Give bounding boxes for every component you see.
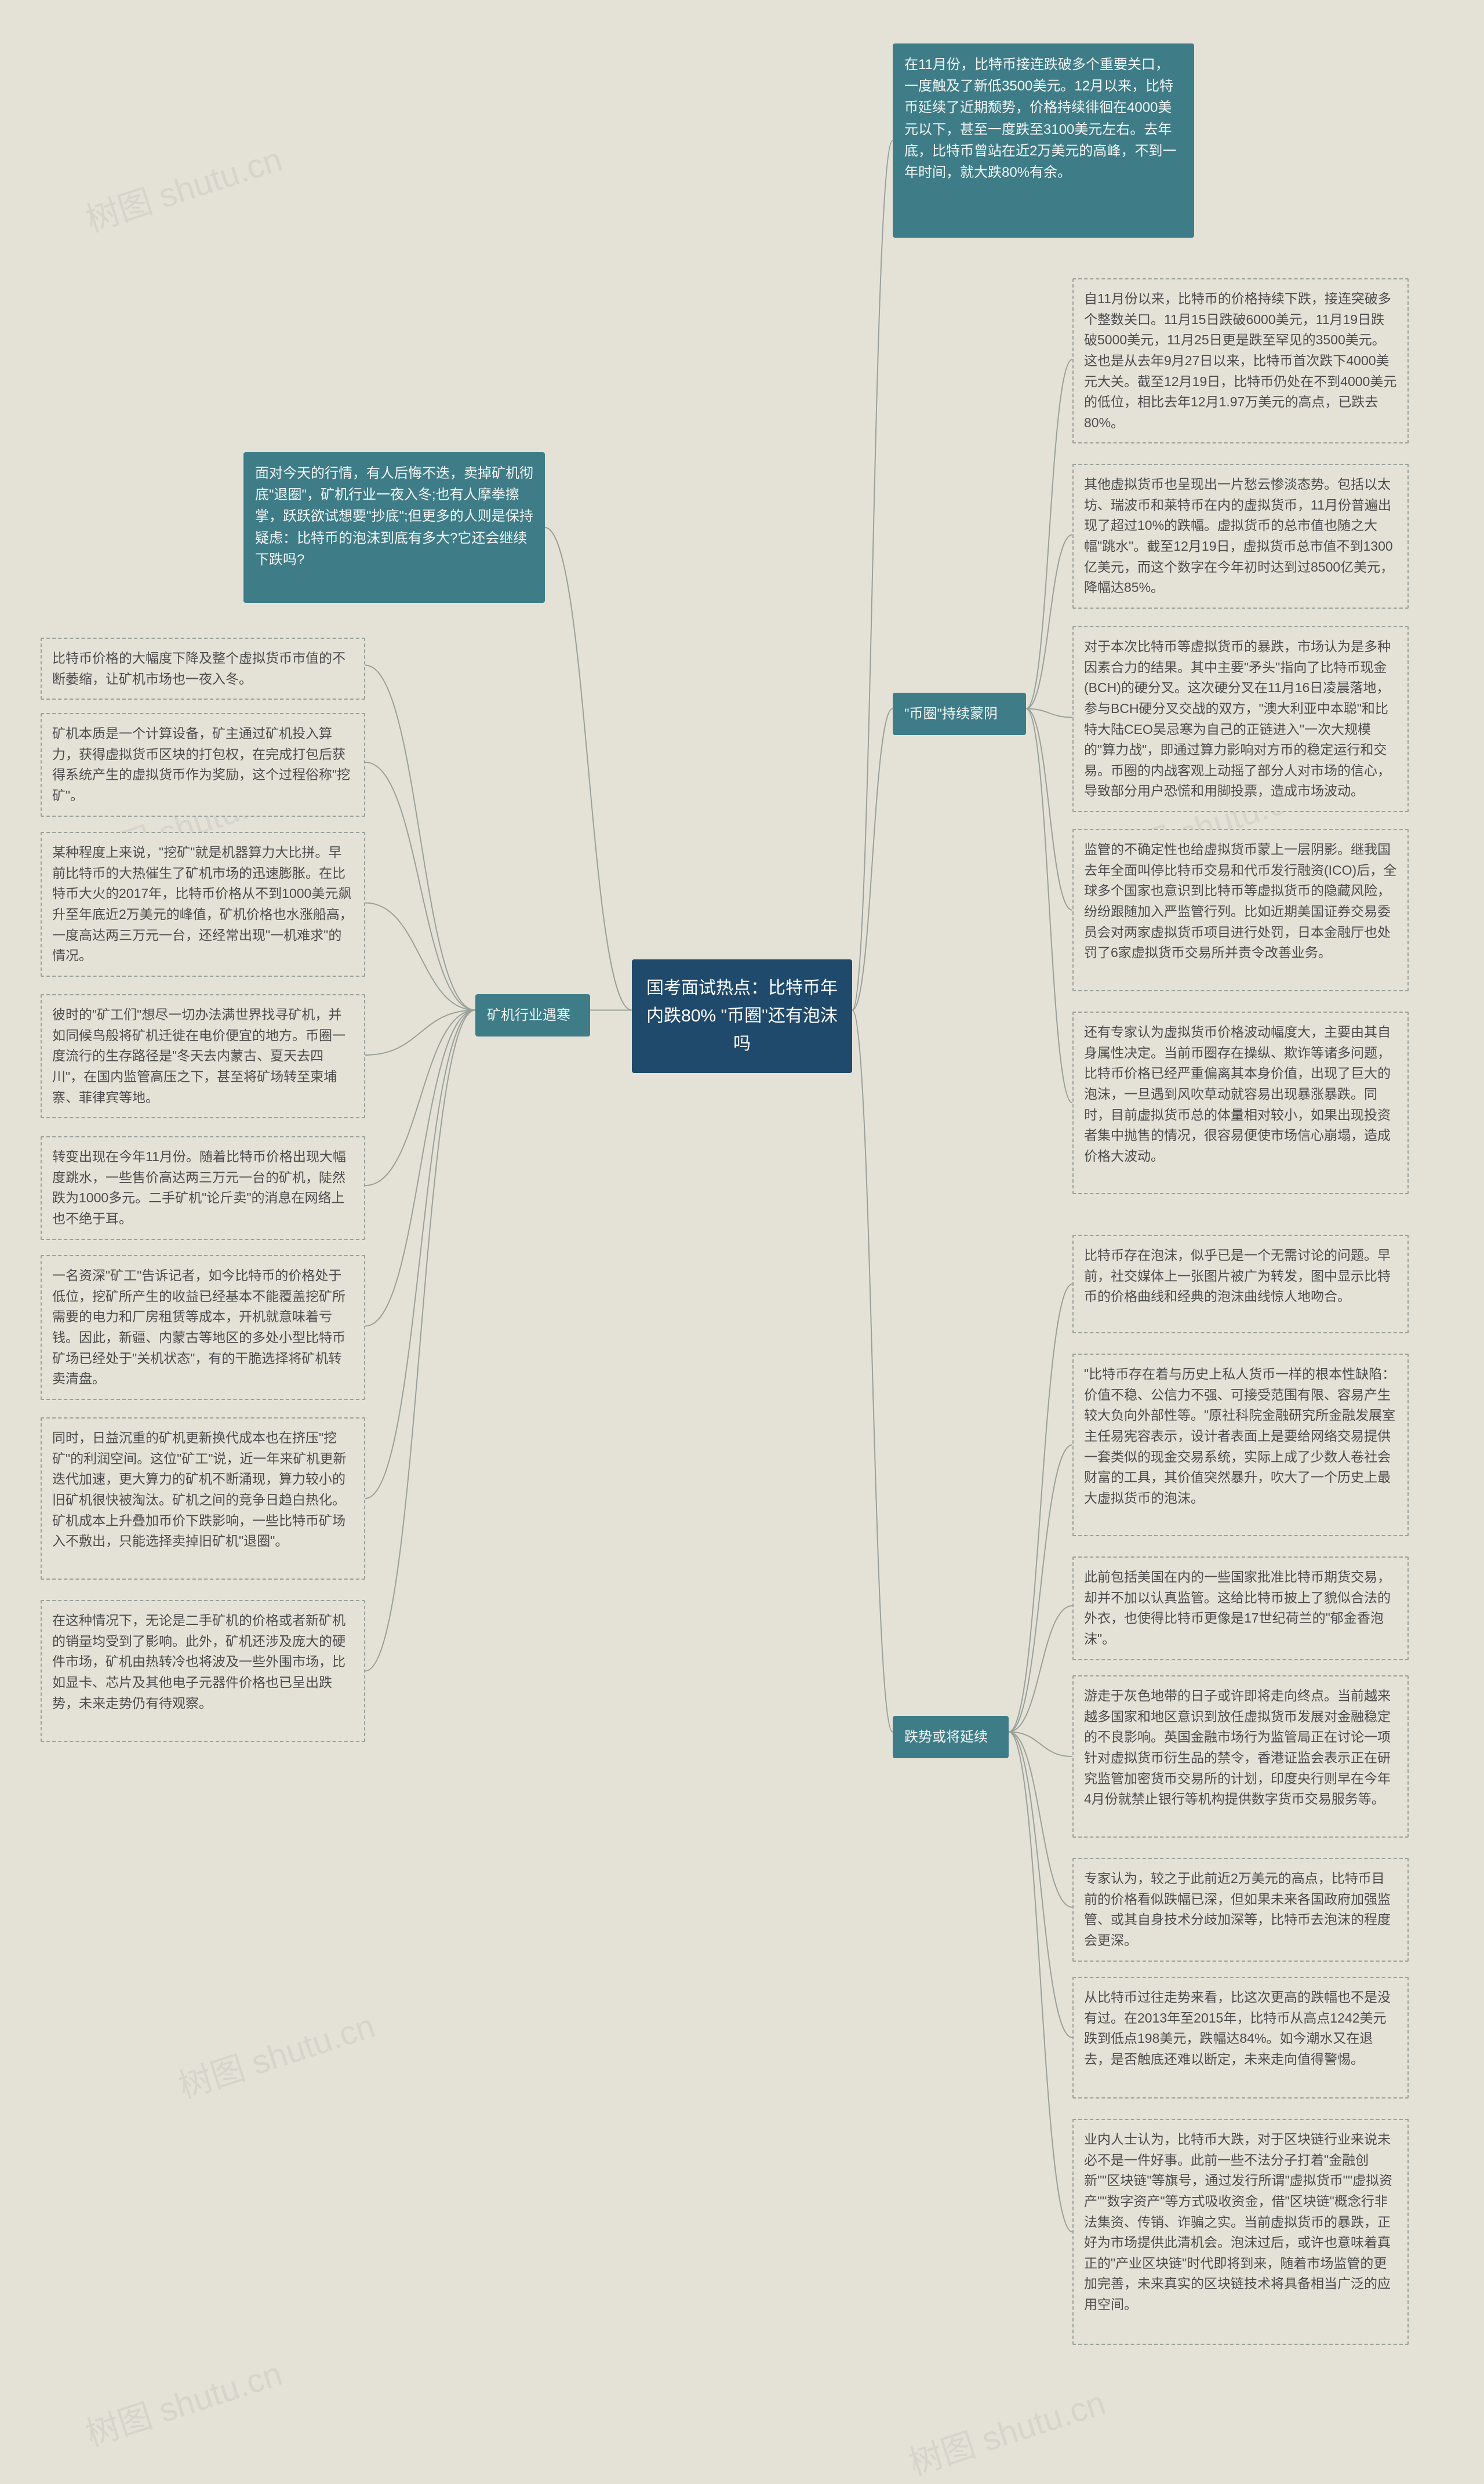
left-leaf-6: 同时，日益沉重的矿机更新换代成本也在挤压"挖矿"的利润空间。这位"矿工"说，近一… [41,1417,365,1580]
right-c1-leaf-2: 对于本次比特币等虚拟货币的暴跌，市场认为是多种因素合力的结果。其中主要"矛头"指… [1072,626,1409,812]
watermark: 树图 shutu.cn [902,2376,1111,2484]
right-c2-leaf-6: 业内人士认为，比特币大跌，对于区块链行业来说未必不是一件好事。此前一些不法分子打… [1072,2119,1409,2345]
left-leaf-0: 比特币价格的大幅度下降及整个虚拟货币市值的不断萎缩，让矿机市场也一夜入冬。 [41,638,365,700]
right-category-2-node: 跌势或将延续 [893,1716,1009,1758]
left-intro-text: 面对今天的行情，有人后悔不迭，卖掉矿机彻底"退圈"，矿机行业一夜入冬;也有人摩拳… [255,465,533,568]
right-c1-leaf-1: 其他虚拟货币也呈现出一片愁云惨淡态势。包括以太坊、瑞波币和莱特币在内的虚拟货币，… [1072,464,1409,609]
root-node: 国考面试热点：比特币年内跌80% "币圈"还有泡沫吗 [632,959,852,1073]
left-intro-node: 面对今天的行情，有人后悔不迭，卖掉矿机彻底"退圈"，矿机行业一夜入冬;也有人摩拳… [243,452,545,603]
right-c2-leaf-5: 从比特币过往走势来看，比这次更高的跌幅也不是没有过。在2013年至2015年，比… [1072,1977,1409,2099]
right-c1-leaf-3: 监管的不确定性也给虚拟货币蒙上一层阴影。继我国去年全面叫停比特币交易和代币发行融… [1072,829,1409,991]
left-leaf-5: 一名资深"矿工"告诉记者，如今比特币的价格处于低位，挖矿所产生的收益已经基本不能… [41,1255,365,1400]
right-category-1-text: "币圈"持续蒙阴 [904,706,998,722]
right-c2-leaf-4: 专家认为，较之于此前近2万美元的高点，比特币目前的价格看似跌幅已深，但如果未来各… [1072,1858,1409,1962]
right-c1-leaf-0: 自11月份以来，比特币的价格持续下跌，接连突破多个整数关口。11月15日跌破60… [1072,278,1409,443]
right-c2-leaf-3: 游走于灰色地带的日子或许即将走向终点。当前越来越多国家和地区意识到放任虚拟货币发… [1072,1675,1409,1838]
right-category-1-node: "币圈"持续蒙阴 [893,693,1026,735]
watermark: 树图 shutu.cn [79,2347,288,2456]
left-leaf-7: 在这种情况下，无论是二手矿机的价格或者新矿机的销量均受到了影响。此外，矿机还涉及… [41,1600,365,1742]
left-leaf-3: 彼时的"矿工们"想尽一切办法满世界找寻矿机，并如同候鸟般将矿机迁徙在电价便宜的地… [41,994,365,1118]
left-leaf-4: 转变出现在今年11月份。随着比特币价格出现大幅度跳水，一些售价高达两三万元一台的… [41,1136,365,1240]
right-intro-node: 在11月份，比特币接连跌破多个重要关口，一度触及了新低3500美元。12月以来，… [893,43,1194,238]
right-c2-leaf-0: 比特币存在泡沫，似乎已是一个无需讨论的问题。早前，社交媒体上一张图片被广为转发，… [1072,1235,1409,1333]
right-c1-leaf-4: 还有专家认为虚拟货币价格波动幅度大，主要由其自身属性决定。当前币圈存在操纵、欺诈… [1072,1012,1409,1194]
right-c2-leaf-2: 此前包括美国在内的一些国家批准比特币期货交易，却并不加以认真监管。这给比特币披上… [1072,1556,1409,1660]
watermark: 树图 shutu.cn [172,1999,380,2108]
right-category-2-text: 跌势或将延续 [904,1729,988,1745]
root-text: 国考面试热点：比特币年内跌80% "币圈"还有泡沫吗 [646,979,838,1053]
watermark: 树图 shutu.cn [79,132,288,241]
left-leaf-2: 某种程度上来说，"挖矿"就是机器算力大比拼。早前比特币的大热催生了矿机市场的迅速… [41,832,365,977]
right-c2-leaf-1: "比特币存在着与历史上私人货币一样的根本性缺陷：价值不稳、公信力不强、可接受范围… [1072,1354,1409,1536]
left-category-node: 矿机行业遇寒 [475,994,590,1036]
left-category-text: 矿机行业遇寒 [487,1008,570,1023]
right-intro-text: 在11月份，比特币接连跌破多个重要关口，一度触及了新低3500美元。12月以来，… [904,57,1176,180]
left-leaf-1: 矿机本质是一个计算设备，矿主通过矿机投入算力，获得虚拟货币区块的打包权，在完成打… [41,713,365,817]
